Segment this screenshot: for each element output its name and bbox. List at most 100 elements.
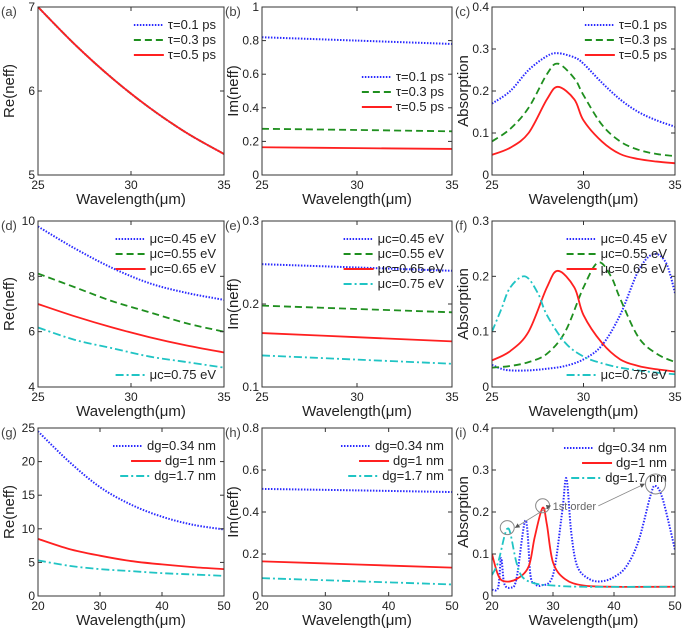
x-tick-label: 25 [255,390,269,404]
legend-item: τ=0.1 ps [133,17,217,32]
x-tick-label: 30 [577,178,591,192]
y-tick-label: 0.2 [472,505,489,519]
legend-item: μc=0.45 eV [566,231,667,246]
y-tick-label: 0.2 [242,134,259,148]
x-tick-label: 20 [31,599,45,613]
y-tick-label: 0.6 [242,67,259,81]
legend-item: dg=1.7 nm [120,468,216,483]
legend-label: τ=0.5 ps [396,99,445,114]
y-tick-label: 0.2 [242,297,259,311]
x-tick-label: 25 [255,178,269,192]
x-tick-label: 30 [577,390,591,404]
legend-label: μc=0.55 eV [601,246,668,261]
subplot-f: 25 30 35 0 0.1 0.2 0.3 Wavelength(μm) Absorption… [455,214,682,420]
y-tick-label: 0.1 [472,547,489,561]
y-tick-label: 25 [22,421,36,435]
legend-item: dg=0.34 nm [340,438,444,453]
y-tick-label: 0.3 [472,214,489,228]
legend-label: μc=0.75 eV [150,367,217,382]
panel-label: (h) [225,425,241,440]
y-axis-title: Re(neff) [1,277,18,331]
series-line [262,304,452,314]
legend-item: μc=0.55 eV [566,246,668,261]
y-tick-label: 0 [28,589,35,603]
legend-label: dg=0.34 nm [147,438,216,453]
y-tick-label: 5 [28,555,35,569]
legend-label: μc=0.55 eV [150,246,217,261]
legend: τ=0.1 psτ=0.3 psτ=0.5 ps [361,69,445,114]
series-line [262,263,452,272]
x-tick-label: 30 [124,390,138,404]
x-axis-title: Wavelength(μm) [302,612,412,629]
x-tick-label: 35 [668,390,682,404]
subplot-b: 25 30 35 0 0.2 0.4 0.6 0.8 1 Wavelength(μm) Im(nef… [225,0,459,208]
annotation-arrow [598,483,645,507]
legend: τ=0.1 psτ=0.3 psτ=0.5 ps [133,17,217,62]
legend-label: μc=0.45 eV [150,231,217,246]
y-tick-label: 0 [252,168,259,182]
x-tick-label: 25 [31,178,45,192]
x-tick-label: 40 [382,599,396,613]
series-line [262,332,452,343]
legend-label: τ=0.5 ps [168,47,217,62]
panel-label: (c) [455,4,470,19]
x-axis-title: Wavelength(μm) [529,403,639,420]
y-tick-label: 0.2 [472,269,489,283]
annotation-circle [499,520,515,536]
legend-item: dg=1.7 nm [348,468,444,483]
subplot-i: 20 30 40 50 0 0.1 0.2 0.3 0.4 Wavelength(μm) Absor… [455,421,682,629]
legend-label: dg=1 nm [616,455,667,470]
legend-label: μc=0.65 eV [150,261,217,276]
y-axis-title: Im(neff) [225,65,242,116]
x-axis-title: Wavelength(μm) [302,403,412,420]
subplot-h: 20 30 40 50 0 0.2 0.4 0.6 0.8 Wavelength(μm) Im(ne… [225,421,459,629]
y-tick-label: 6 [28,84,35,98]
x-tick-label: 20 [255,599,269,613]
x-tick-label: 30 [546,599,560,613]
annotation-arrow [514,505,551,528]
legend-item: τ=0.3 ps [361,84,445,99]
panel-label: (i) [455,425,467,440]
legend-label: dg=1.7 nm [382,468,444,483]
y-tick-label: 0.6 [242,463,259,477]
y-axis-title: Im(neff) [225,278,242,329]
legend-label: dg=0.34 nm [375,438,444,453]
legend-label: dg=1 nm [165,453,216,468]
series-line [38,326,224,369]
annotation: 1st order [499,473,666,536]
y-tick-label: 0.4 [472,0,489,14]
legend-item: μc=0.55 eV [343,246,444,261]
legend-item: μc=0.65 eV [343,261,445,276]
series-line [38,272,224,333]
y-tick-label: 0.4 [472,421,489,435]
x-tick-label: 40 [607,599,621,613]
x-axis-title: Wavelength(μm) [76,403,186,420]
legend-label: μc=0.65 eV [601,261,668,276]
series-line [38,303,224,354]
x-tick-label: 30 [319,599,333,613]
legend-item: τ=0.3 ps [584,32,668,47]
legend-label: μc=0.65 eV [378,261,445,276]
y-tick-label: 7 [28,0,35,14]
x-axis-title: Wavelength(μm) [302,191,412,208]
subplot-g: 20 30 40 50 0 5 10 15 20 25 Wavelength(μm) Re(neff)… [1,421,231,629]
subplot-d: 25 30 35 4 6 8 10 Wavelength(μm) Re(neff) (d) μc=0… [1,214,231,420]
y-tick-label: 0.2 [242,547,259,561]
x-tick-label: 30 [350,390,364,404]
legend-label: μc=0.75 eV [378,276,445,291]
legend-label: τ=0.3 ps [168,32,217,47]
legend-label: μc=0.75 eV [601,367,668,382]
y-tick-label: 1 [252,0,259,14]
x-tick-label: 35 [445,390,459,404]
y-tick-label: 8 [28,269,35,283]
x-axis-title: Wavelength(μm) [529,191,639,208]
x-tick-label: 25 [31,390,45,404]
series-line [492,252,675,372]
x-tick-label: 50 [217,599,231,613]
y-tick-label: 20 [22,455,36,469]
legend-item: τ=0.5 ps [584,47,668,62]
x-tick-label: 35 [445,178,459,192]
